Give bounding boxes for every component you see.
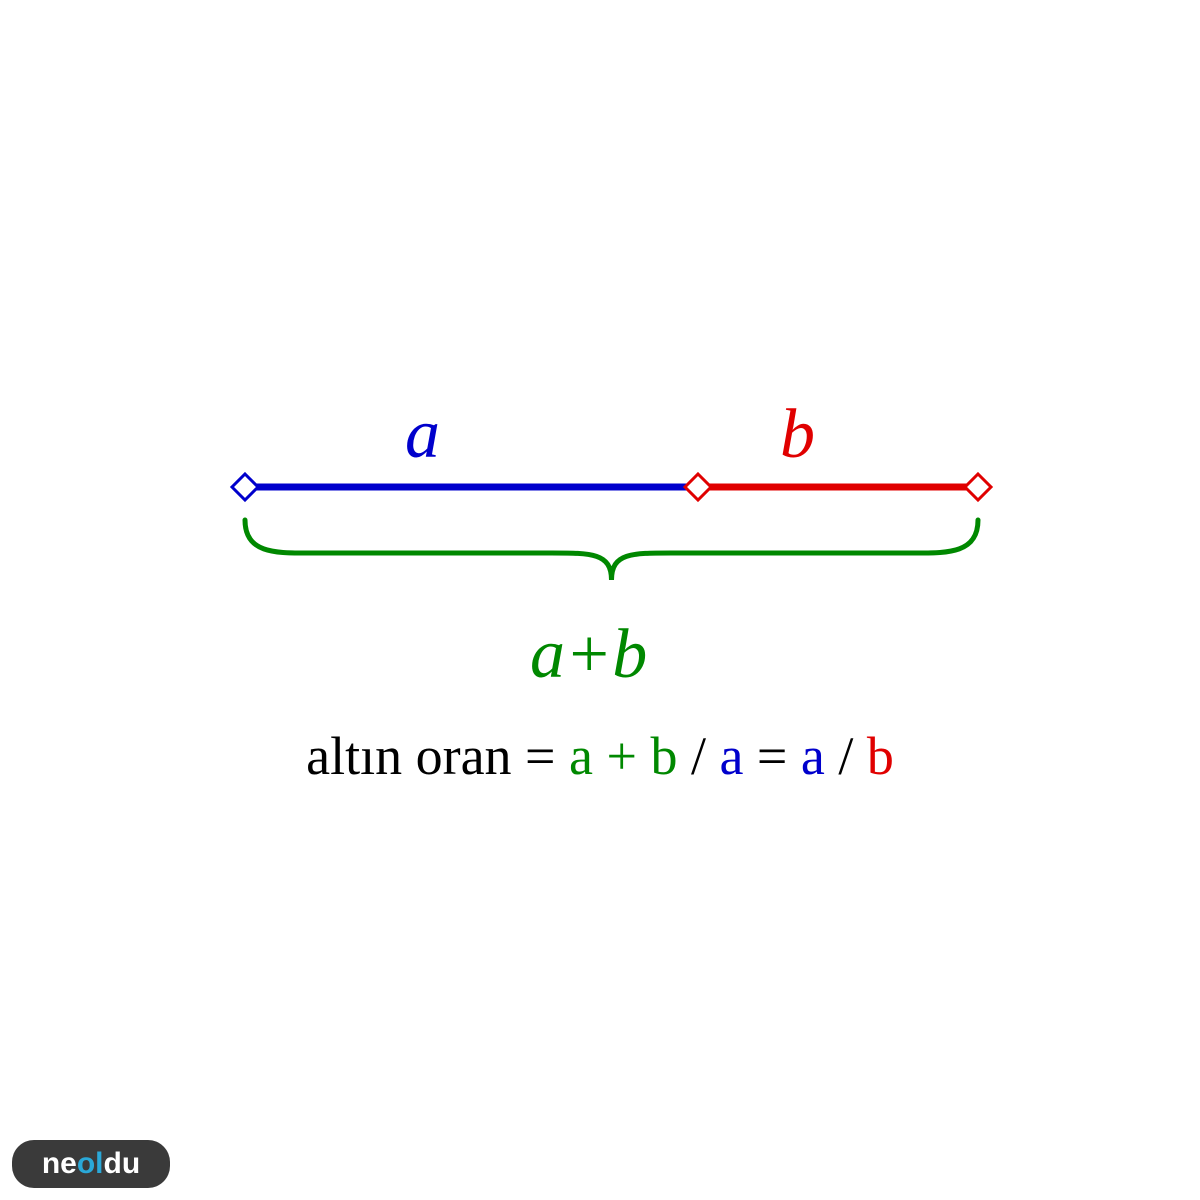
- segment-a-label: a: [405, 395, 440, 475]
- watermark-mid: ol: [77, 1147, 104, 1181]
- formula-part: a: [719, 726, 743, 786]
- sum-plus: +: [565, 616, 612, 693]
- formula-part: b: [867, 726, 894, 786]
- sum-a: a: [530, 616, 565, 693]
- formula-part: =: [743, 726, 800, 786]
- watermark-logo: neoldu: [12, 1140, 170, 1188]
- formula-part: /: [825, 726, 867, 786]
- segment-b-label: b: [780, 395, 815, 475]
- formula-part: a + b: [569, 726, 677, 786]
- formula-text: altın oran = a + b / a = a / b: [306, 725, 894, 787]
- brace-path: [245, 520, 978, 580]
- sum-label: a+b: [530, 615, 647, 695]
- sum-b: b: [612, 616, 647, 693]
- formula-part: /: [677, 726, 719, 786]
- diagram-canvas: a b a+b altın oran = a + b / a = a / b n…: [0, 0, 1200, 1200]
- formula-part: a: [801, 726, 825, 786]
- watermark-left: ne: [42, 1147, 77, 1181]
- formula-part: altın oran =: [306, 726, 569, 786]
- watermark-right: du: [104, 1147, 141, 1181]
- diagram-svg: [0, 0, 1200, 1200]
